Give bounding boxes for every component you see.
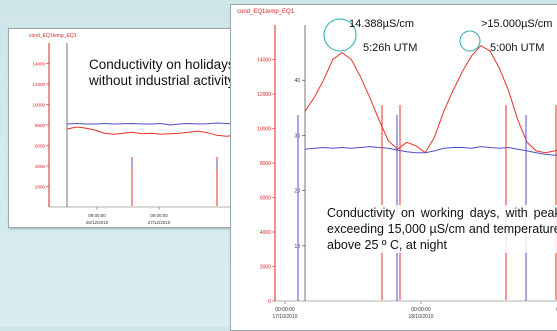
peak-1-time: 5:26h UTM <box>363 42 418 54</box>
peak-2-value: >15.000µS/cm <box>481 18 553 30</box>
workday-chart-panel: cond_EQ1temp_EQ1 14000 12000 10000 8000 6000… <box>230 4 557 331</box>
series-line <box>66 126 246 137</box>
y-tick-label: 2000 <box>260 265 271 271</box>
y-tick-label: 10000 <box>257 127 271 133</box>
x-tick-label: 00:00:00 <box>275 307 295 313</box>
y-tick-label: 12000 <box>257 92 271 98</box>
workday-chart: 14000 12000 10000 8000 6000 4000 2000 0 40 30 20 10… <box>257 18 557 320</box>
x-tick-date: 17/10/2010 <box>272 314 297 320</box>
y-tick-label: 8000 <box>35 123 46 128</box>
y-tick-label: 4000 <box>260 230 271 236</box>
y-tick-label: 4000 <box>35 164 46 169</box>
peak-2-time: 5:00h UTM <box>490 42 545 54</box>
y2-tick-label: 40 <box>294 78 300 84</box>
series-line <box>304 45 557 154</box>
x-tick-date: 18/10/2010 <box>408 314 433 320</box>
workday-annotation: Conductivity on working days, with peaks… <box>327 205 557 253</box>
y2-tick-label: 10 <box>294 244 300 250</box>
x-tick-label: 00:00:00 <box>411 307 431 313</box>
y-tick-label: 8000 <box>260 161 271 167</box>
y-tick-label: 6000 <box>35 144 46 149</box>
y-tick-label: 10000 <box>32 103 45 108</box>
y2-tick-label: 30 <box>294 133 300 139</box>
y-tick-label: 12000 <box>32 82 45 87</box>
y-tick-label: 2000 <box>35 185 46 190</box>
holiday-chart-panel: cond_EQ1temp_EQ1 14000 12000 10000 8000 6000… <box>8 28 249 228</box>
holiday-annotation: Conductivity on holidays, without indust… <box>89 57 249 89</box>
y2-tick-label: 20 <box>294 189 300 195</box>
peak-1-value: 14.388µS/cm <box>349 18 415 30</box>
workday-legend-text: cond_EQ1temp_EQ1 <box>237 9 295 15</box>
y-tick-label: 14000 <box>32 62 45 67</box>
peak-highlight-circle <box>323 18 357 52</box>
y-tick-label: 0 <box>268 299 271 305</box>
y-tick-label: 14000 <box>257 58 271 64</box>
x-tick-label: 00:00:00 <box>150 213 168 218</box>
holiday-legend-text: cond_EQ1temp_EQ1 <box>29 33 77 39</box>
x-tick-label: 09:00:00 <box>88 213 106 218</box>
x-tick-date: 27/12/2010 <box>148 220 171 225</box>
series-line <box>66 122 246 126</box>
holiday-chart: 14000 12000 10000 8000 6000 4000 2000 09:00:00 2… <box>32 43 246 225</box>
peak-highlight-circle <box>459 30 481 52</box>
x-tick-date: 26/12/2010 <box>86 220 109 225</box>
series-line <box>304 146 557 156</box>
y-tick-label: 6000 <box>260 196 271 202</box>
